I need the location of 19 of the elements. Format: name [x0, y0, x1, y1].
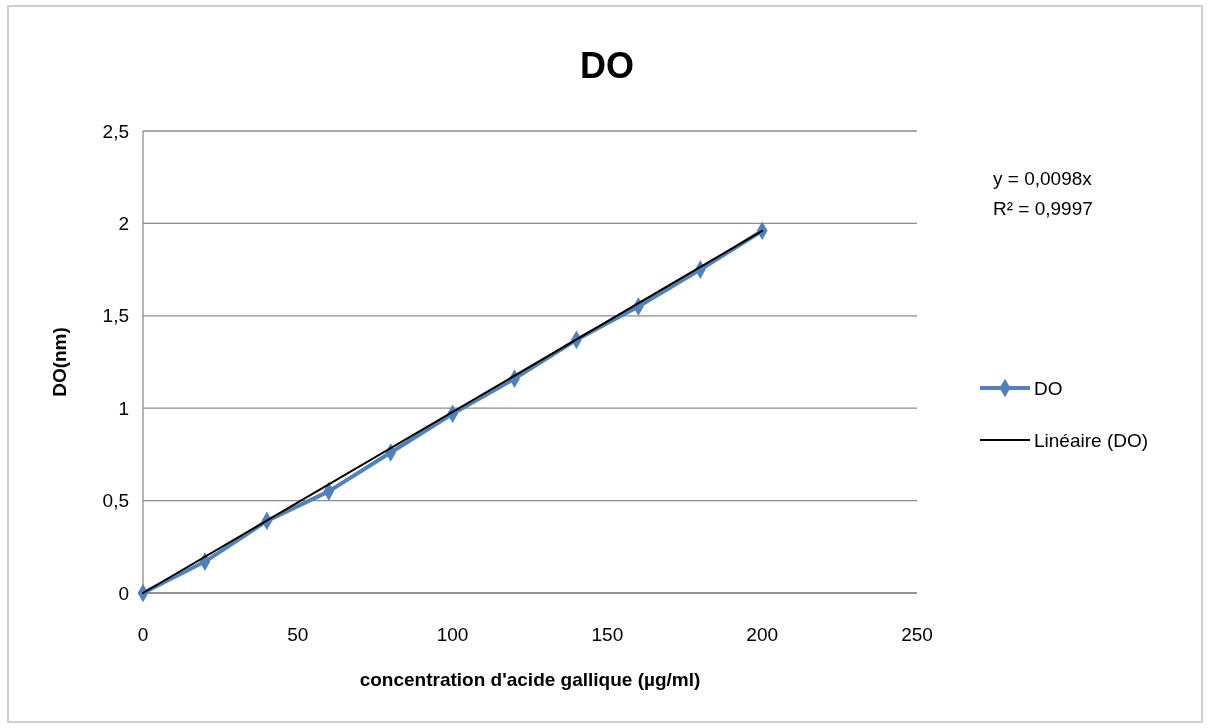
text: y = 0,0098x	[993, 168, 1093, 189]
y-tick-label: 0,5	[102, 490, 129, 512]
chart-title: DO	[580, 45, 634, 86]
x-tick-label: 0	[137, 624, 149, 645]
x-tick-label: 250	[901, 624, 933, 645]
y-tick-label: 2,5	[102, 120, 129, 142]
legend-label: Linéaire (DO)	[1034, 429, 1149, 451]
y-tick-label: 1,5	[102, 305, 129, 327]
x-tick-label: 100	[436, 624, 469, 645]
y-axis-title: DO(nm)	[49, 327, 70, 397]
legend-label: DO	[1034, 377, 1063, 399]
x-tick-label: 50	[287, 624, 309, 645]
x-tick-label: 200	[746, 624, 779, 645]
x-axis-title: concentration d'acide gallique (µg/ml)	[359, 669, 701, 690]
y-tick-label: 0	[118, 582, 129, 604]
y-tick-label: 1	[118, 397, 129, 419]
y-tick-label: 2	[118, 213, 129, 235]
text: R² = 0,9997	[993, 198, 1093, 219]
x-tick-label: 150	[591, 624, 624, 645]
